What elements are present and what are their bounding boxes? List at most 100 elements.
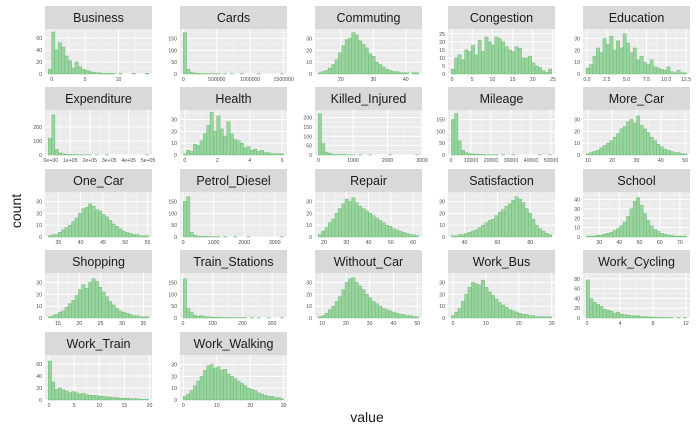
histogram-bar-commuting — [399, 73, 402, 74]
x-tick-label: 0 — [451, 321, 454, 327]
histogram-bar-commuting — [355, 35, 358, 74]
x-tick-label: 4 — [248, 158, 251, 164]
y-tick-label: 0 — [442, 235, 445, 241]
histogram-bar-more-car — [647, 133, 650, 156]
histogram-bar-repair — [402, 232, 405, 237]
histogram-bar-satisfaction — [508, 204, 511, 237]
histogram-bar-mileage — [465, 153, 468, 155]
histogram-bar-shopping — [52, 316, 55, 318]
x-tick-label: 0 — [182, 77, 185, 83]
histogram-bar-work-train — [145, 399, 148, 400]
histogram-bar-work-bus — [485, 287, 488, 318]
histogram-bar-education — [680, 73, 683, 74]
histogram-bar-work-bus — [522, 314, 525, 318]
histogram-bar-one-car — [122, 231, 125, 237]
histogram-bar-work-cycling — [613, 313, 616, 318]
histogram-bar-satisfaction — [525, 209, 528, 237]
histogram-bar-one-car — [55, 235, 58, 237]
y-tick-label: 0 — [577, 72, 580, 78]
histogram-bar-one-car — [88, 204, 91, 237]
histogram-bar-more-car — [637, 116, 640, 155]
histogram-bar-shopping — [65, 307, 68, 318]
histogram-bar-without-car — [325, 313, 328, 318]
histogram-bar-health — [234, 140, 237, 155]
x-tick-label: 30 — [596, 240, 602, 246]
y-tick-label: 0 — [174, 316, 177, 322]
histogram-bar-one-car — [65, 228, 68, 237]
histogram-bar-repair — [369, 213, 372, 237]
y-tick-label: 10 — [36, 223, 42, 229]
histogram-bar-satisfaction — [455, 236, 458, 237]
histogram-bar-congestion — [505, 47, 508, 74]
histogram-bar-without-car — [355, 282, 358, 318]
histogram-bar-expenditure — [62, 154, 65, 155]
panel-bg-mileage — [448, 110, 555, 155]
histogram-bar-cards — [197, 73, 200, 74]
histogram-bar-work-walking — [240, 383, 243, 400]
histogram-bar-education — [647, 65, 650, 74]
x-tick-label: 100 — [208, 321, 217, 327]
histogram-bar-education — [610, 36, 613, 74]
histogram-bar-work-walking — [264, 395, 267, 400]
strip-label-more-car: More_Car — [609, 92, 665, 106]
histogram-bar-commuting — [325, 70, 328, 74]
histogram-bar-more-car — [657, 144, 660, 155]
y-tick-label: 20 — [306, 211, 312, 217]
y-tick-label: 150 — [168, 280, 177, 286]
histogram-bar-education — [620, 48, 623, 74]
x-tick-label: 30 — [119, 321, 125, 327]
histogram-bar-work-bus — [512, 311, 515, 318]
histogram-bar-health — [220, 129, 223, 155]
histogram-bar-commuting — [362, 44, 365, 74]
histogram-bar-congestion — [481, 52, 484, 75]
y-tick-label: 30 — [574, 36, 580, 42]
histogram-bar-education — [616, 41, 619, 74]
x-tick-label: 20 — [530, 77, 536, 83]
histogram-bar-business — [78, 67, 81, 74]
histogram-bar-congestion — [491, 45, 494, 74]
histogram-bar-work-train — [75, 393, 78, 400]
histogram-bar-congestion — [475, 55, 478, 74]
histogram-bar-work-walking — [187, 394, 190, 400]
histogram-bar-one-car — [82, 209, 85, 237]
histogram-bar-congestion — [502, 42, 505, 74]
histogram-bar-shopping — [58, 312, 61, 318]
x-tick-label: 50000 — [544, 158, 559, 164]
histogram-bar-education — [643, 62, 646, 74]
y-tick-label: 10 — [439, 304, 445, 310]
x-tick-label: 55 — [145, 240, 151, 246]
histogram-bar-work-train — [72, 392, 75, 400]
histogram-bar-school — [647, 220, 650, 237]
histogram-bar-work-walking — [227, 374, 230, 400]
histogram-bar-train-stations — [200, 316, 203, 318]
histogram-bar-health — [230, 134, 233, 155]
histogram-bar-work-cycling — [586, 280, 589, 318]
y-tick-label: 20 — [439, 40, 445, 46]
histogram-bar-without-car — [352, 278, 355, 318]
strip-label-education: Education — [609, 11, 665, 25]
histogram-bar-congestion — [498, 39, 501, 74]
histogram-bar-work-train — [62, 390, 65, 400]
histogram-bar-without-car — [362, 290, 365, 318]
x-tick-label: 50 — [388, 240, 394, 246]
x-tick-label: 30 — [549, 321, 555, 327]
histogram-bar-satisfaction — [475, 230, 478, 237]
histogram-bar-school — [660, 233, 663, 237]
histogram-bar-shopping — [122, 312, 125, 318]
histogram-bar-one-car — [78, 213, 81, 237]
histogram-bar-work-walking — [260, 394, 263, 400]
histogram-bar-school — [650, 226, 653, 237]
y-tick-label: 10 — [574, 141, 580, 147]
x-tick-label: 10 — [96, 403, 102, 409]
histogram-bar-cards — [183, 33, 186, 74]
histogram-bar-work-bus — [461, 301, 464, 318]
histogram-bar-education — [640, 56, 643, 74]
histogram-bar-work-bus — [548, 317, 551, 318]
y-tick-label: 0 — [174, 153, 177, 159]
strip-label-commuting: Commuting — [337, 11, 401, 25]
histogram-bar-school — [670, 235, 673, 237]
x-tick-label: 20 — [147, 403, 153, 409]
